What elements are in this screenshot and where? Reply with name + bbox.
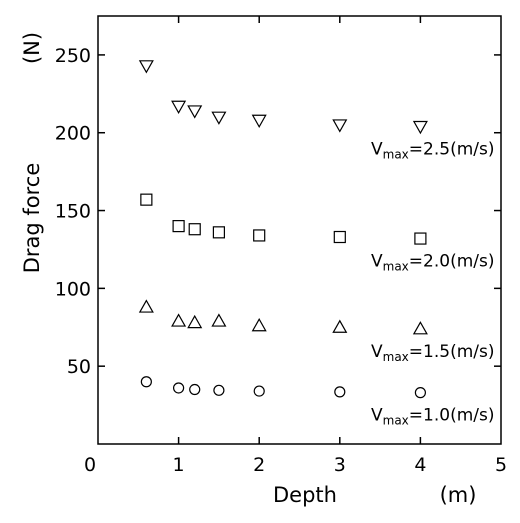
axis-ticks bbox=[98, 16, 501, 444]
y-axis-unit: (N) bbox=[20, 32, 44, 64]
triangle-down-marker bbox=[140, 61, 153, 73]
series-labels: Vmax=1.0(m/s) Vmax=1.5(m/s) Vmax=2.0(m/s) V… bbox=[371, 140, 495, 428]
triangle-down-marker bbox=[414, 122, 427, 134]
circle-marker bbox=[254, 386, 264, 396]
square-marker bbox=[173, 221, 184, 232]
x-tick-label: 0 bbox=[84, 454, 96, 476]
triangle-up-marker bbox=[414, 322, 427, 334]
circle-marker bbox=[141, 377, 151, 387]
plot-frame bbox=[98, 16, 501, 444]
circle-marker bbox=[190, 385, 200, 395]
triangle-up-marker bbox=[140, 301, 153, 313]
x-tick-label: 5 bbox=[495, 454, 507, 476]
x-tick-label: 2 bbox=[253, 454, 265, 476]
circle-marker bbox=[174, 383, 184, 393]
triangle-down-marker bbox=[212, 112, 225, 124]
x-tick-label: 1 bbox=[173, 454, 185, 476]
circle-marker bbox=[335, 387, 345, 397]
square-marker bbox=[415, 233, 426, 244]
series-label: Vmax=1.5(m/s) bbox=[371, 342, 495, 364]
y-tick-label: 100 bbox=[55, 278, 91, 300]
square-marker bbox=[213, 227, 224, 238]
triangle-down-marker bbox=[253, 115, 266, 127]
data-markers bbox=[140, 61, 427, 398]
triangle-up-marker bbox=[212, 315, 225, 327]
circle-marker bbox=[214, 385, 224, 395]
triangle-up-marker bbox=[253, 319, 266, 331]
triangle-down-marker bbox=[188, 106, 201, 118]
square-marker bbox=[254, 230, 265, 241]
triangle-up-marker bbox=[188, 316, 201, 328]
y-tick-label: 150 bbox=[55, 201, 91, 223]
square-marker bbox=[334, 232, 345, 243]
series-label: Vmax=1.0(m/s) bbox=[371, 406, 495, 428]
triangle-down-marker bbox=[333, 120, 346, 131]
circle-marker bbox=[415, 388, 425, 398]
triangle-up-marker bbox=[333, 321, 346, 333]
y-tick-label: 50 bbox=[67, 356, 91, 378]
x-tick-label: 4 bbox=[414, 454, 426, 476]
x-axis-unit: (m) bbox=[440, 483, 477, 507]
triangle-up-marker bbox=[172, 315, 185, 327]
triangle-down-marker bbox=[172, 101, 185, 113]
y-axis-title: Drag force bbox=[20, 163, 44, 274]
y-tick-label: 250 bbox=[55, 45, 91, 67]
x-tick-label: 3 bbox=[334, 454, 346, 476]
series-label: Vmax=2.0(m/s) bbox=[371, 252, 495, 274]
square-marker bbox=[189, 224, 200, 235]
series-label: Vmax=2.5(m/s) bbox=[371, 140, 495, 162]
y-tick-label: 200 bbox=[55, 123, 91, 145]
x-axis-title: Depth bbox=[273, 483, 337, 507]
square-marker bbox=[141, 194, 152, 205]
